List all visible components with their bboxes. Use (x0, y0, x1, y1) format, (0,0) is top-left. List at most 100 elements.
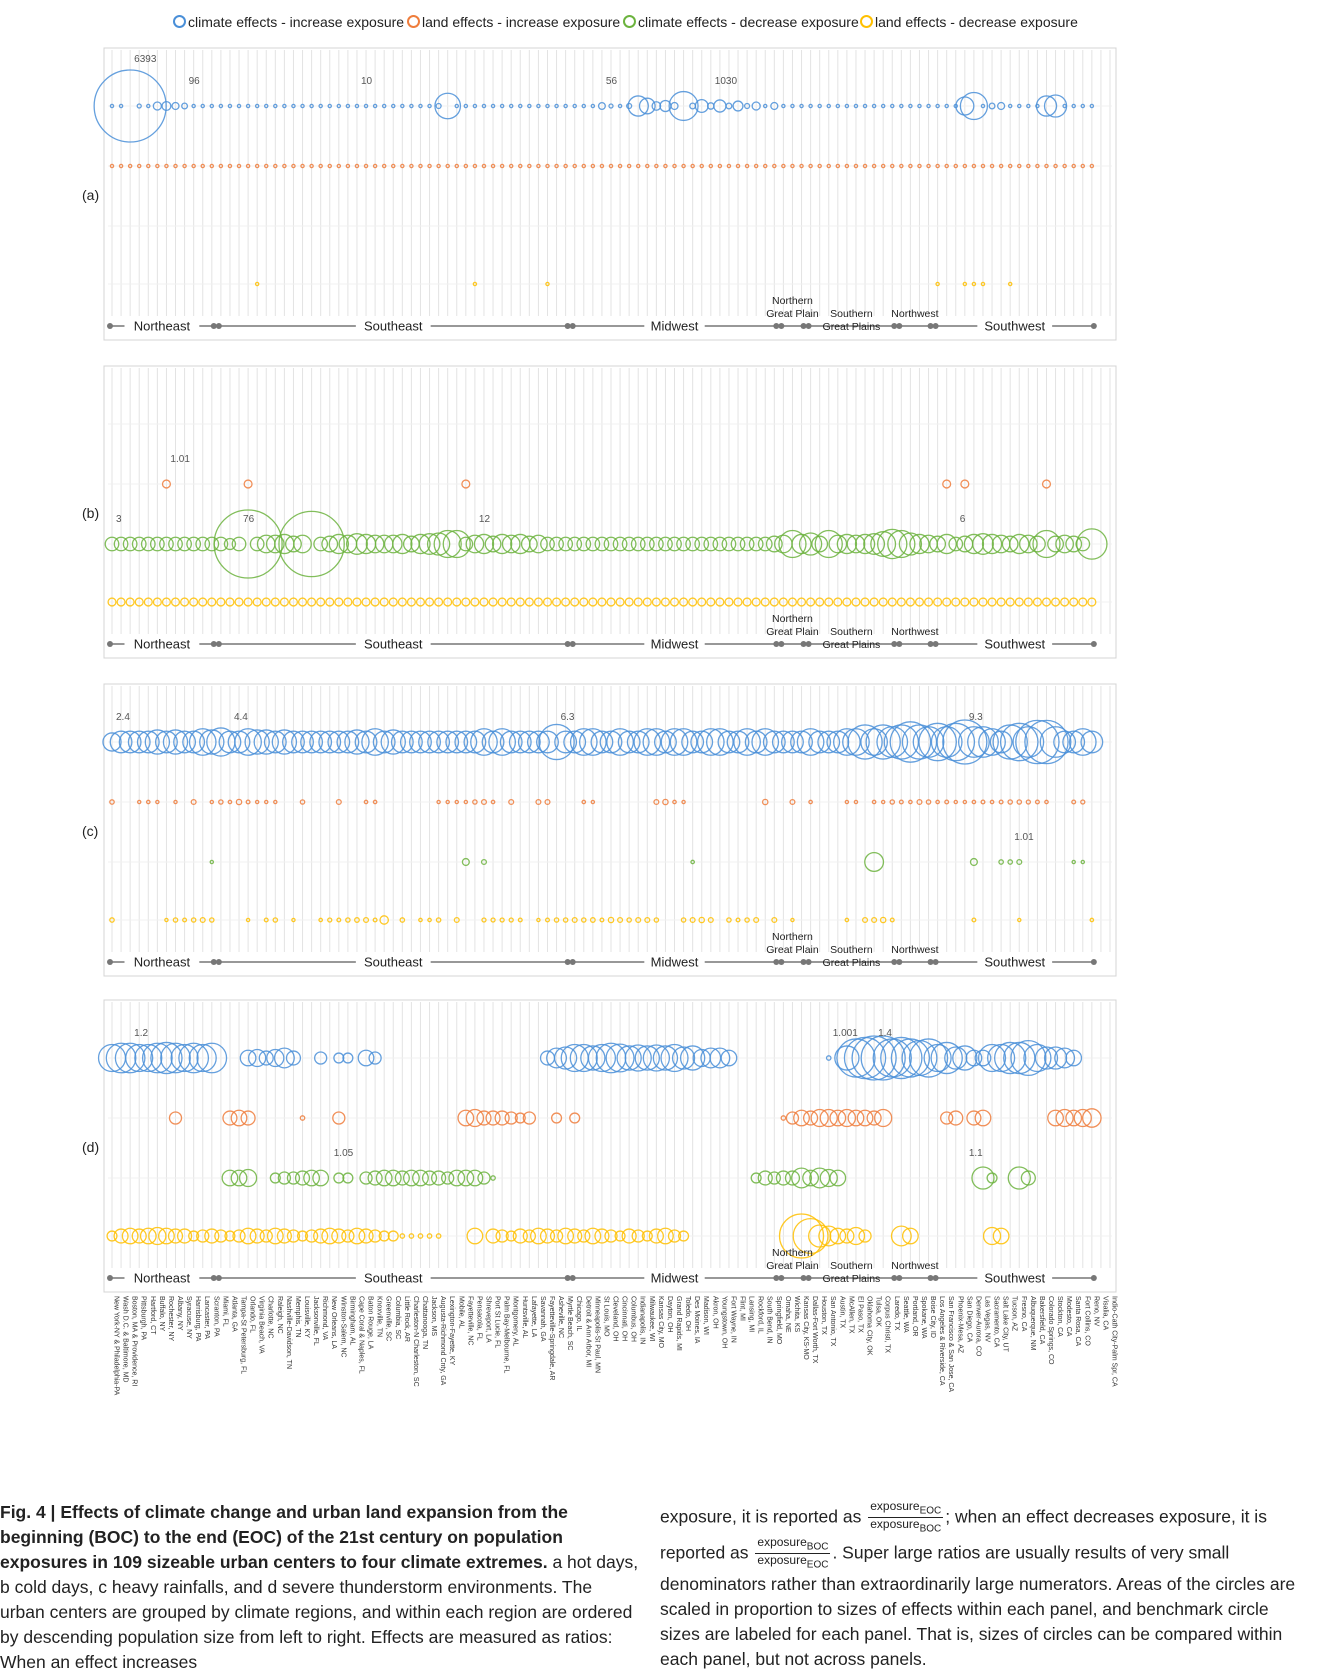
effect-bubble (569, 1043, 598, 1073)
effect-bubble (1018, 534, 1038, 554)
effect-bubble (791, 1167, 813, 1189)
effect-bubble (790, 917, 795, 923)
effect-bubble (497, 597, 507, 607)
region-label: Northern Great Plain (766, 295, 819, 320)
effect-bubble (762, 730, 786, 754)
region-bracket-end (891, 641, 898, 647)
effect-bubble (501, 534, 521, 554)
region-label-line: Great Plain (766, 944, 819, 956)
city-label: Syracuse, NY (185, 1296, 192, 1339)
effect-bubble (669, 597, 680, 607)
effect-bubble (472, 799, 478, 805)
effect-bubble (461, 479, 471, 489)
effect-bubble (461, 597, 471, 607)
region-bracket-end (569, 641, 576, 647)
region-label: Northern Great Plain (766, 1247, 819, 1272)
effect-bubble (1041, 597, 1052, 607)
effect-bubble (798, 532, 823, 556)
region-label-line: Great Plains (823, 957, 881, 969)
effect-bubble (657, 1227, 674, 1245)
effect-bubble (936, 722, 976, 762)
effect-bubble (996, 101, 1006, 111)
city-label: Rockford, IL (757, 1296, 764, 1334)
effect-bubble (309, 103, 314, 109)
effect-bubble (887, 597, 897, 607)
effect-bubble (651, 101, 662, 111)
effect-bubble (131, 1228, 147, 1244)
effect-bubble (417, 1233, 424, 1239)
region-bracket-end (215, 1275, 222, 1281)
effect-bubble (312, 1169, 330, 1187)
effect-bubble (879, 916, 887, 924)
effect-bubble (651, 597, 661, 607)
effect-bubble (989, 730, 1013, 754)
effect-bubble (1071, 163, 1076, 169)
city-label: Virginia Beach, VA (258, 1296, 265, 1354)
effect-bubble (1065, 535, 1083, 553)
effect-bubble (410, 533, 431, 555)
effect-bubble (799, 103, 804, 109)
effect-bubble (189, 597, 199, 607)
effect-bubble (796, 597, 807, 607)
city-label: Tulsa, OK (875, 1296, 882, 1327)
effect-bubble (724, 597, 734, 607)
effect-bubble (597, 597, 607, 607)
effect-bubble (942, 479, 952, 489)
effect-bubble (162, 729, 189, 755)
effect-bubble (363, 103, 369, 109)
effect-bubble (733, 728, 761, 756)
effect-bubble (1062, 103, 1067, 109)
city-label: Oklahoma City, OK (866, 1296, 873, 1356)
region-label-line: Great Plains (823, 321, 881, 333)
effect-bubble (1050, 597, 1061, 607)
effect-bubble (397, 597, 407, 607)
effect-bubble (603, 536, 619, 552)
effect-bubble (230, 1109, 248, 1127)
effect-bubble (238, 1168, 258, 1188)
benchmark-label: 1.05 (334, 1148, 354, 1159)
effect-bubble (109, 917, 115, 923)
effect-bubble (1015, 719, 1060, 765)
effect-bubble (227, 730, 251, 754)
effect-bubble (744, 730, 768, 754)
effect-bubble (491, 533, 513, 555)
effect-bubble (606, 728, 634, 756)
region-bracket-end (1090, 959, 1097, 965)
region-label-bg (124, 318, 200, 334)
effect-bubble (506, 597, 516, 607)
chart-panel-4: (d) 1.2 1.4 1.001 1.05 1.1 Northeast Southeast M… (82, 999, 1117, 1293)
effect-bubble (508, 798, 515, 806)
effect-bubble (944, 799, 950, 805)
effect-bubble (989, 163, 995, 169)
effect-bubble (1071, 799, 1077, 805)
effect-bubble (387, 1230, 399, 1242)
effect-bubble (336, 917, 342, 923)
effect-bubble (409, 730, 432, 754)
effect-bubble (370, 597, 380, 607)
effect-bubble (328, 533, 350, 555)
effect-bubble (645, 163, 650, 169)
city-label: Denver-Aurora, CO (974, 1296, 981, 1357)
effect-bubble (641, 1230, 653, 1242)
effect-bubble (335, 798, 342, 806)
effect-bubble (188, 1043, 217, 1073)
city-label: Buffalo, NY (158, 1296, 165, 1332)
effect-bubble (167, 1228, 184, 1244)
effect-bubble (545, 103, 550, 109)
effect-bubble (236, 103, 242, 109)
effect-bubble (134, 597, 144, 607)
effect-bubble (750, 1172, 762, 1184)
effect-bubble (445, 799, 450, 805)
region-label-line: Great Plains (823, 639, 881, 651)
effect-bubble (612, 536, 628, 552)
effect-bubble (470, 597, 480, 607)
effect-bubble (772, 163, 777, 169)
effect-bubble (908, 163, 913, 169)
effect-bubble (557, 1227, 575, 1245)
region-bracket-end (896, 641, 903, 647)
region-label: Northwest (891, 626, 938, 638)
effect-bubble (558, 536, 574, 552)
effect-bubble (624, 597, 634, 607)
effect-bubble (974, 1109, 992, 1127)
